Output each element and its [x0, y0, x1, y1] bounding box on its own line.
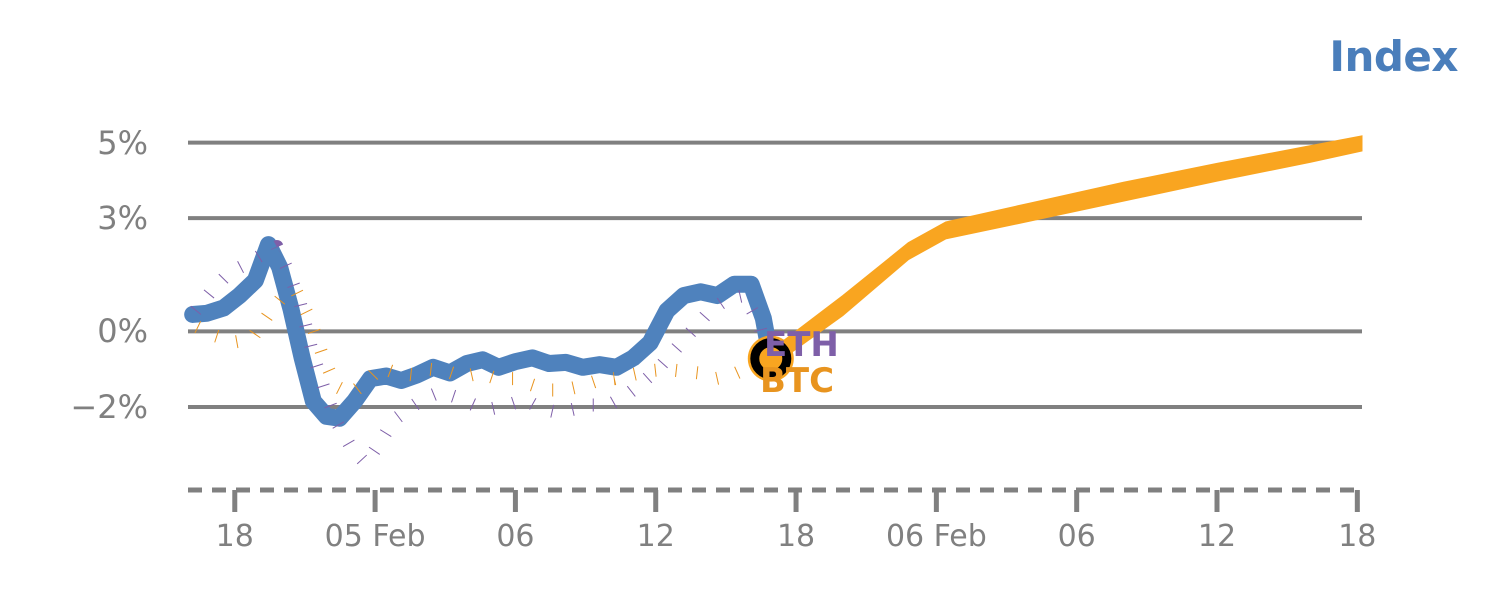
series-index-line	[184, 236, 780, 427]
x-axis-label-6: 06	[1057, 519, 1096, 554]
x-axis-label-1: 05 Feb	[324, 519, 426, 554]
x-axis-label-5: 06 Feb	[885, 519, 987, 554]
x-axis-label-7: 12	[1197, 519, 1237, 554]
chart-title: Index	[1329, 32, 1458, 81]
y-axis-label-1: 3%	[97, 199, 148, 238]
x-axis-label-2: 06	[496, 519, 535, 554]
x-axis-label-8: 18	[1338, 519, 1377, 554]
series-forecast-band	[770, 135, 1363, 369]
series-label-eth: ETH	[764, 325, 839, 365]
x-axis-ticks	[232, 490, 1360, 512]
current-value-marker-ring	[750, 338, 792, 380]
series-label-btc: BTC	[760, 361, 835, 401]
gridlines	[188, 140, 1362, 409]
y-axis-label-3: −2%	[70, 387, 148, 426]
x-axis-label-4: 18	[776, 519, 816, 554]
x-axis-label-0: 18	[215, 519, 254, 554]
y-axis-label-0: 5%	[97, 123, 148, 162]
y-axis-label-2: 0%	[97, 312, 148, 351]
x-axis-label-3: 12	[636, 519, 675, 554]
